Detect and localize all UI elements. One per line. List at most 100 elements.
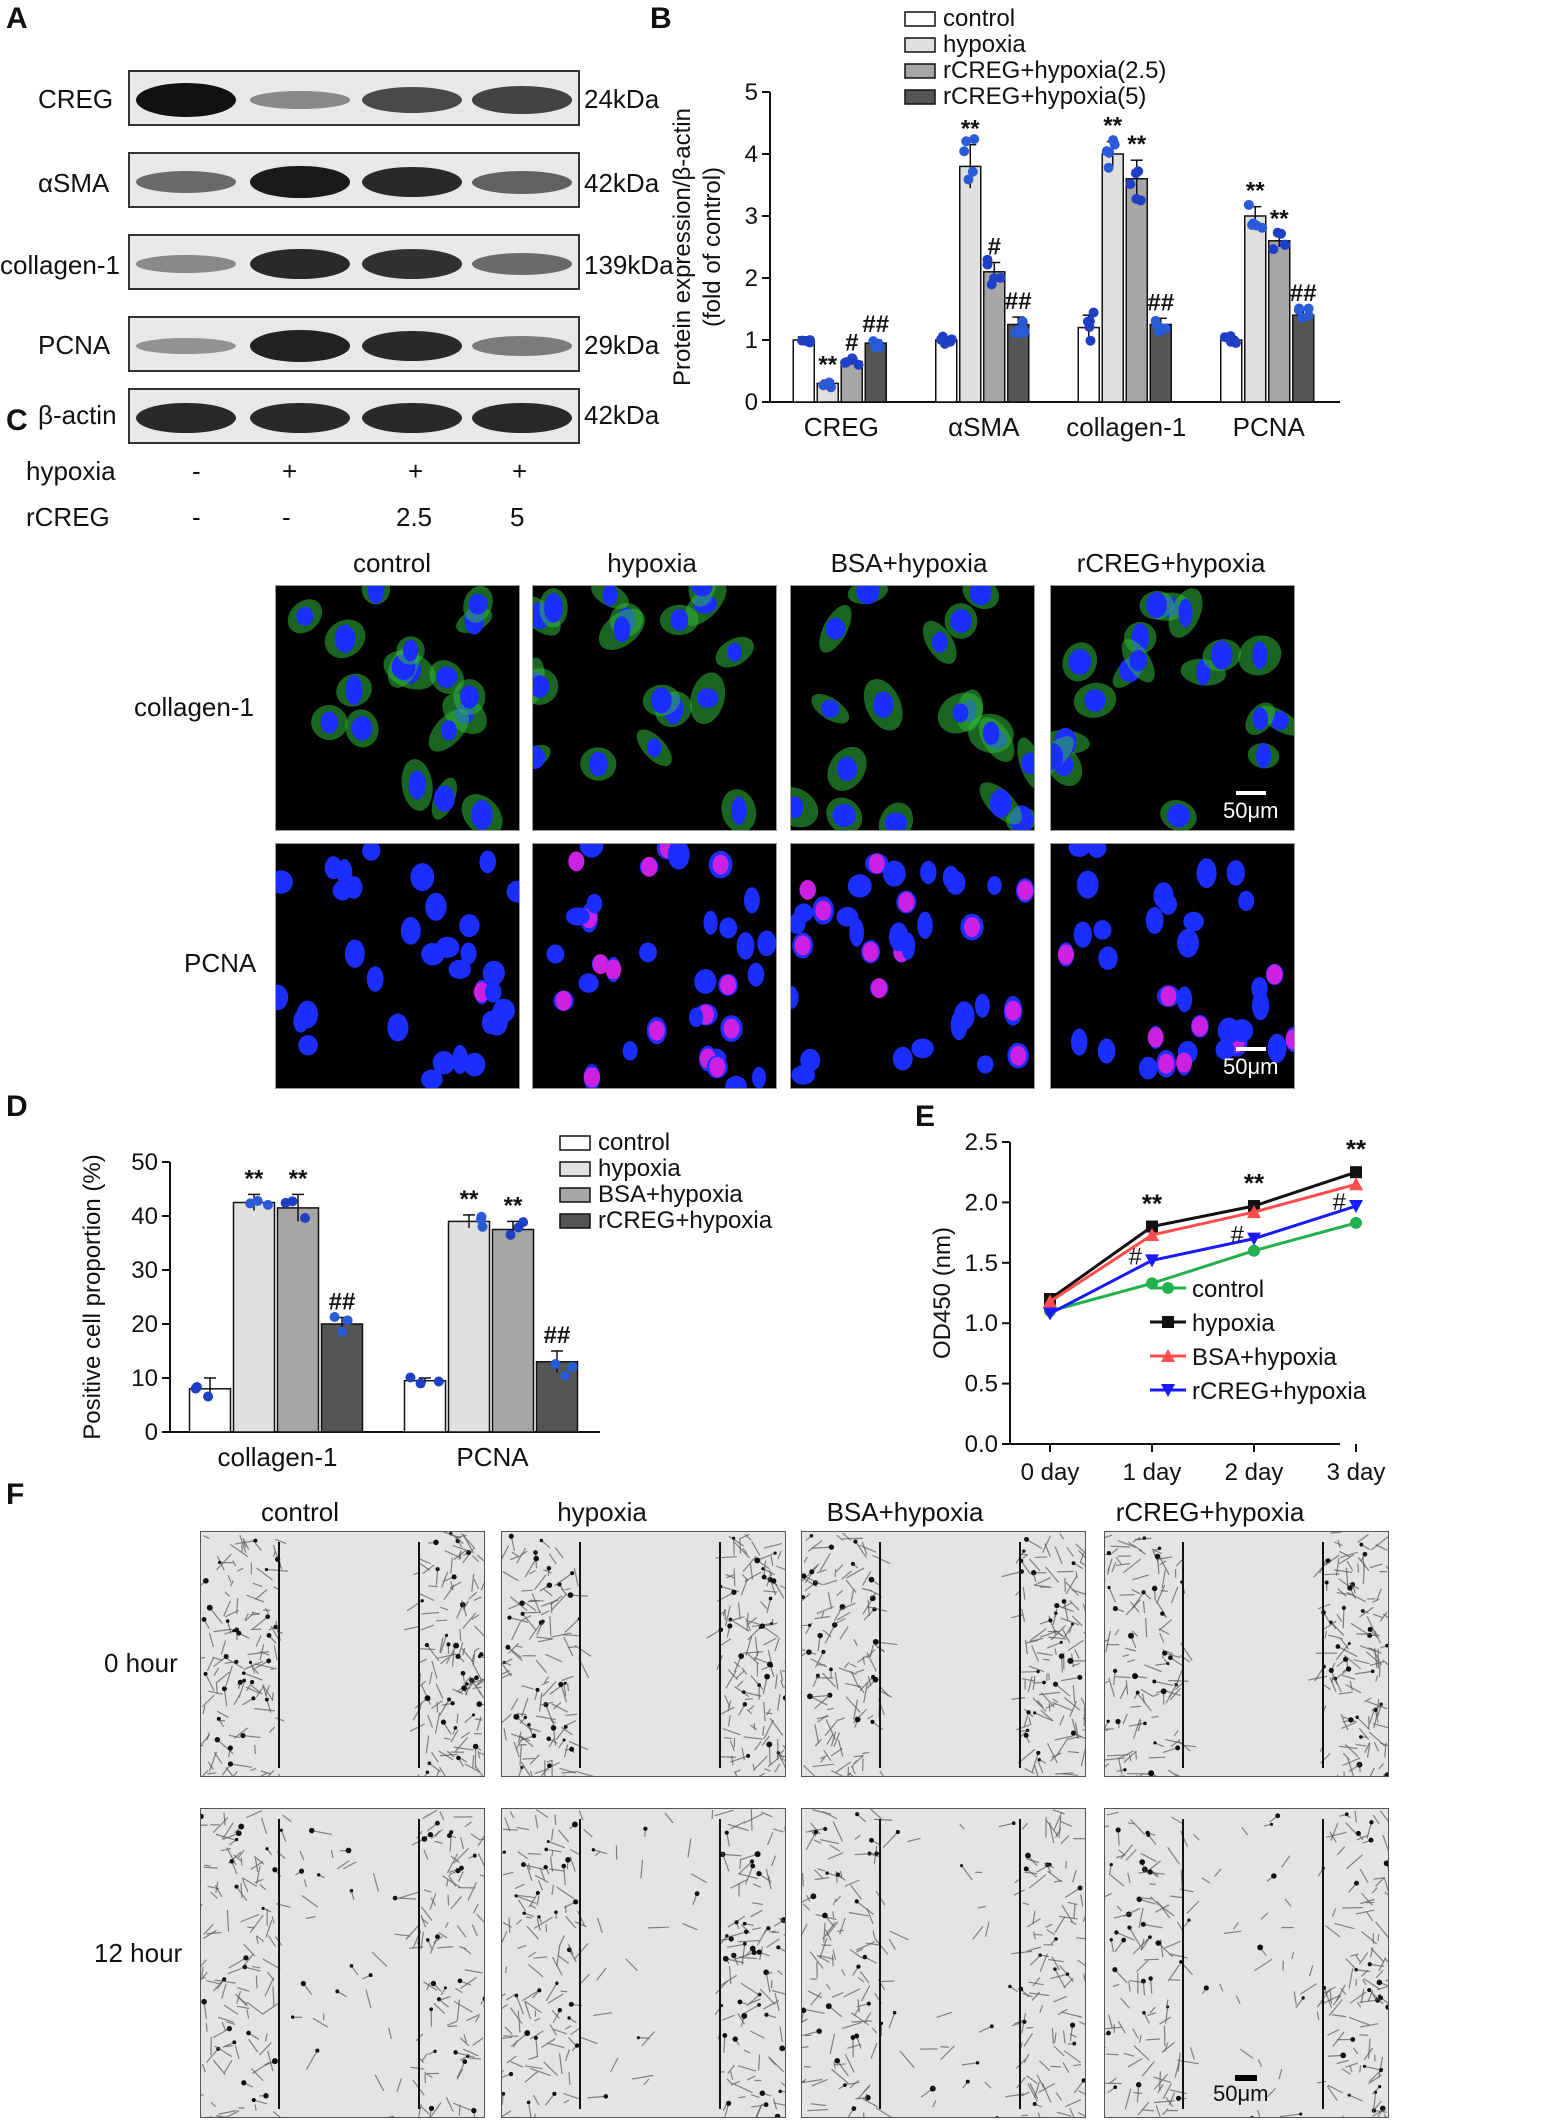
cell-outline xyxy=(738,1873,758,1880)
cell-outline xyxy=(1167,1769,1178,1776)
cell-outline xyxy=(1370,1947,1374,1958)
cell-outline xyxy=(1241,1826,1249,1836)
pcna-positive-nucleus xyxy=(641,856,658,877)
cell-debris xyxy=(813,1829,819,1835)
cell-outline xyxy=(472,1686,482,1690)
cell-outline xyxy=(1114,1969,1128,1984)
cell-outline xyxy=(1327,2084,1343,2094)
cell-debris xyxy=(521,1862,526,1868)
cell-outline xyxy=(1024,1767,1035,1775)
cell-nucleus xyxy=(408,770,426,800)
cell-outline xyxy=(758,1772,766,1776)
cell-debris xyxy=(226,2025,233,2032)
cell-outline xyxy=(722,1608,726,1617)
cell-outline xyxy=(561,1675,574,1682)
cell-outline xyxy=(594,1851,601,1857)
cell-outline xyxy=(428,1671,433,1685)
cell-outline xyxy=(464,1714,474,1723)
cell-outline xyxy=(1060,1656,1063,1673)
cell-outline xyxy=(207,2116,213,2117)
cell-debris xyxy=(558,1681,564,1687)
cell-outline xyxy=(836,1589,844,1597)
cell-nucleus xyxy=(736,932,755,960)
cell-outline xyxy=(268,1726,276,1733)
cell-outline xyxy=(239,1535,247,1553)
data-point xyxy=(550,1358,561,1369)
cell-outline xyxy=(888,1938,896,1950)
blot-band xyxy=(362,86,462,114)
cell-outline xyxy=(1166,1999,1169,2007)
cell-outline xyxy=(1308,1675,1328,1681)
cell-outline xyxy=(259,1884,267,1891)
cell-outline xyxy=(1122,1653,1130,1658)
cell-outline xyxy=(1165,2097,1174,2108)
cell-outline xyxy=(563,1775,565,1776)
cell-nucleus xyxy=(421,1069,443,1088)
cell-debris xyxy=(1142,2011,1146,2015)
cell-outline xyxy=(932,2100,937,2108)
cell-debris xyxy=(1151,1585,1158,1592)
cell-outline xyxy=(240,1883,243,1898)
cell-debris xyxy=(1081,2078,1085,2083)
cell-outline xyxy=(419,1558,431,1565)
scratch-image: 50μm xyxy=(1104,1808,1389,2118)
cell-debris xyxy=(554,1910,558,1914)
cell-debris xyxy=(768,1596,773,1601)
cell-nucleus xyxy=(482,960,505,986)
cell-outline xyxy=(777,1970,783,1976)
cell-debris xyxy=(1145,1830,1150,1836)
bar xyxy=(1125,178,1148,403)
cell-outline xyxy=(517,1851,528,1860)
cell-outline xyxy=(1359,1898,1375,1905)
cell-debris xyxy=(1370,1669,1375,1674)
cell-outline xyxy=(762,1676,768,1695)
cell-outline xyxy=(502,1664,512,1677)
cell-outline xyxy=(1372,2092,1377,2114)
col-title-rcreg-hypoxia: rCREG+hypoxia xyxy=(1076,548,1266,578)
cell-outline xyxy=(436,1769,440,1776)
cell-debris xyxy=(1340,2052,1347,2059)
cell-debris xyxy=(476,1701,483,1707)
cell-outline xyxy=(1370,1947,1384,1963)
cell-outline xyxy=(750,1809,753,1831)
data-point xyxy=(1125,179,1136,190)
scale-bar-label: 50μm xyxy=(1223,798,1279,823)
cell-outline xyxy=(816,1954,830,1963)
cell-outline xyxy=(446,1750,455,1758)
cell-debris xyxy=(1368,1837,1374,1843)
cell-outline xyxy=(212,1816,229,1834)
cell-debris xyxy=(571,1821,578,1828)
cell-outline xyxy=(1063,1977,1074,1989)
cell-outline xyxy=(1122,1713,1128,1725)
cell-outline xyxy=(215,2115,228,2117)
cell-debris xyxy=(1347,1585,1353,1591)
cell-outline xyxy=(1105,1720,1109,1729)
significance-mark: ** xyxy=(818,351,837,378)
cell-outline xyxy=(464,1969,483,1974)
pcna-positive-nucleus xyxy=(583,1067,600,1088)
cell-debris xyxy=(854,2033,860,2039)
cell-outline xyxy=(1083,1973,1085,1982)
cell-outline xyxy=(857,1999,861,2013)
cell-debris xyxy=(776,1945,781,1950)
cell-outline xyxy=(784,1684,785,1689)
cell-debris xyxy=(829,1667,833,1672)
pcna-positive-nucleus xyxy=(815,900,832,921)
cell-outline xyxy=(861,1751,870,1755)
cell-outline xyxy=(528,1622,542,1640)
cell-outline xyxy=(802,2078,823,2084)
cell-nucleus xyxy=(345,675,363,705)
treatment-value: 2.5 xyxy=(396,502,433,532)
cell-outline xyxy=(1346,1560,1354,1572)
cell-outline xyxy=(1046,1929,1056,1936)
cell-outline xyxy=(517,1899,527,1912)
cell-outline xyxy=(1372,2086,1381,2095)
cell-nucleus xyxy=(460,942,477,965)
cell-outline xyxy=(480,1998,484,2005)
cell-debris xyxy=(734,1920,739,1925)
data-point xyxy=(262,1199,273,1210)
cell-debris xyxy=(246,2030,251,2036)
legend-swatch xyxy=(559,1161,591,1177)
cell-debris xyxy=(1024,1536,1030,1542)
cell-outline xyxy=(243,1943,256,1957)
